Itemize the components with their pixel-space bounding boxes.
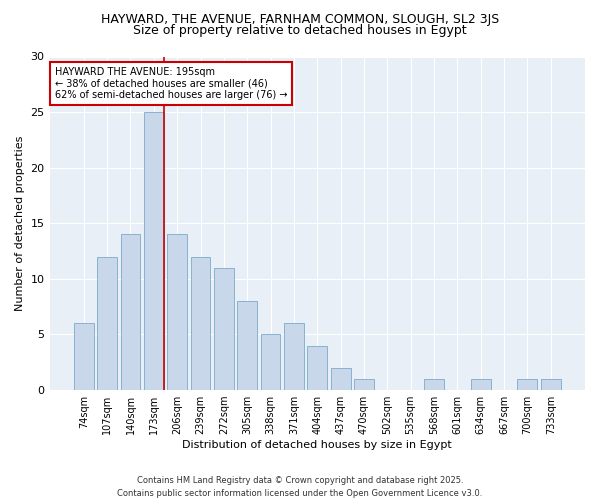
Bar [97, 256, 117, 390]
Bar [191, 256, 211, 390]
X-axis label: Distribution of detached houses by size in Egypt: Distribution of detached houses by size … [182, 440, 452, 450]
Bar [517, 379, 538, 390]
Text: Contains HM Land Registry data © Crown copyright and database right 2025.
Contai: Contains HM Land Registry data © Crown c… [118, 476, 482, 498]
Bar [121, 234, 140, 390]
Bar [260, 334, 280, 390]
Bar [424, 379, 444, 390]
Bar [238, 301, 257, 390]
Y-axis label: Number of detached properties: Number of detached properties [15, 136, 25, 311]
Bar [214, 268, 234, 390]
Bar [331, 368, 350, 390]
Bar [471, 379, 491, 390]
Bar [541, 379, 560, 390]
Bar [74, 324, 94, 390]
Text: HAYWARD THE AVENUE: 195sqm
← 38% of detached houses are smaller (46)
62% of semi: HAYWARD THE AVENUE: 195sqm ← 38% of deta… [55, 66, 287, 100]
Bar [144, 112, 164, 390]
Text: HAYWARD, THE AVENUE, FARNHAM COMMON, SLOUGH, SL2 3JS: HAYWARD, THE AVENUE, FARNHAM COMMON, SLO… [101, 12, 499, 26]
Bar [354, 379, 374, 390]
Bar [284, 324, 304, 390]
Bar [167, 234, 187, 390]
Text: Size of property relative to detached houses in Egypt: Size of property relative to detached ho… [133, 24, 467, 37]
Bar [307, 346, 327, 390]
